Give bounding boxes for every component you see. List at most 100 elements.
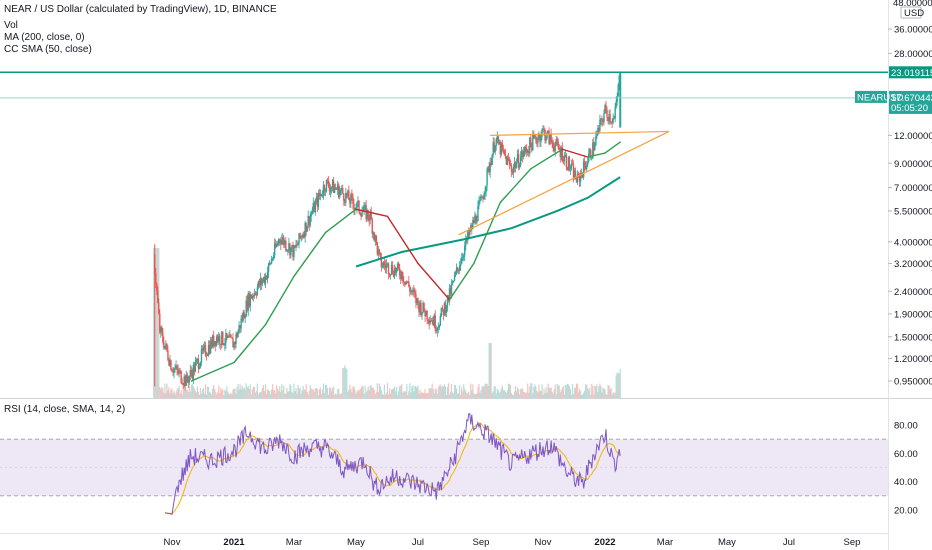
candle-body (206, 354, 209, 356)
candle-body (554, 144, 556, 152)
volume-bar (393, 386, 396, 398)
volume-bar (528, 392, 530, 398)
volume-bar (599, 383, 601, 398)
candle-body (571, 163, 574, 165)
legend-title[interactable]: NEAR / US Dollar (calculated by TradingV… (4, 4, 277, 15)
volume-bar (583, 392, 585, 398)
volume-bar (339, 393, 341, 398)
candle-body (365, 205, 367, 220)
candle-body (514, 162, 517, 169)
volume-bar (403, 391, 405, 398)
volume-bar (595, 386, 597, 398)
volume-bar (223, 394, 225, 398)
volume-bar (238, 389, 240, 398)
candle-body (337, 184, 340, 198)
candle-body (613, 118, 615, 120)
candle-body (580, 173, 583, 174)
legend-ma200[interactable]: MA (200, close, 0) (4, 32, 85, 43)
legend-volume[interactable]: Vol (4, 20, 18, 31)
candle-body (187, 379, 189, 383)
volume-bar (247, 385, 249, 398)
volume-bar (177, 387, 179, 398)
candle-body (229, 334, 231, 338)
triangle-upper-line[interactable] (490, 130, 670, 136)
volume-bar (506, 390, 509, 398)
candle-body (189, 370, 191, 377)
candle-body (364, 205, 366, 207)
price-axis[interactable]: 48.00000000 36.00000000 28.00000000 12.0000… (888, 0, 932, 388)
legend-sma50[interactable]: CC SMA (50, close) (4, 44, 92, 55)
volume-bar (380, 390, 382, 398)
candle-body (262, 277, 265, 281)
candle-body (237, 331, 239, 338)
volume-bar (356, 391, 358, 398)
candle-body (182, 384, 184, 385)
candle-body (496, 136, 498, 140)
candle-body (369, 211, 371, 221)
candle-body (324, 190, 327, 192)
time-axis[interactable]: Nov 2021 Mar May Jul Sep Nov 2022 Mar May Jul Sep (164, 537, 861, 548)
volume-bar (174, 394, 176, 398)
volume-bar (525, 393, 527, 398)
triangle-lower-line[interactable] (458, 130, 670, 236)
volume-bar (214, 389, 216, 398)
currency-badge[interactable] (900, 6, 922, 19)
time-tick-label: Jul (412, 537, 424, 548)
candle-body (336, 184, 339, 190)
candle-body (256, 287, 259, 295)
volume-bar (550, 387, 552, 398)
candle-body (614, 106, 616, 119)
candle-body (221, 331, 223, 346)
candle-body (196, 359, 199, 360)
candle-body (243, 312, 245, 319)
volume-bar (436, 393, 438, 398)
candle-body (397, 263, 400, 269)
legend-rsi[interactable]: RSI (14, close, SMA, 14, 2) (4, 404, 126, 415)
volume-bar (546, 392, 548, 398)
volume-bar (198, 394, 201, 398)
volume-bar (367, 386, 369, 398)
volume-bar (449, 391, 452, 398)
candle-body (184, 376, 186, 386)
volume-bar (608, 385, 610, 398)
volume-bar (359, 389, 361, 398)
volume-bar (602, 388, 604, 398)
volume-bar (508, 383, 511, 398)
candle-body (155, 273, 157, 284)
volume-bar (444, 386, 447, 398)
price-pane[interactable] (0, 0, 888, 398)
candle-body (213, 341, 216, 347)
candle-body (275, 243, 278, 247)
volume-bar (522, 388, 524, 398)
volume-bar (614, 392, 616, 398)
volume-bar (486, 383, 488, 398)
rsi-pane[interactable] (0, 413, 888, 515)
price-tick-label: 4.00000000 (894, 237, 932, 248)
candle-body (167, 350, 169, 360)
volume-bar (268, 391, 271, 398)
rsi-tick-label: 60.00 (894, 449, 918, 460)
candle-body (570, 163, 573, 169)
candle-body (604, 105, 606, 114)
candle-body (423, 302, 425, 312)
volume-bar (590, 394, 592, 398)
candle-body (405, 281, 407, 285)
volume-bar (559, 392, 561, 398)
volume-bar (313, 392, 315, 398)
candle-body (244, 316, 246, 319)
volume-bar (202, 387, 205, 398)
volume-bar (547, 383, 549, 398)
volume-bar (180, 389, 182, 398)
volume-bar (478, 383, 480, 398)
candle-body (438, 325, 441, 328)
candle-body (507, 157, 510, 160)
volume-bar (172, 393, 174, 398)
candle-body (294, 245, 296, 248)
volume-bar (347, 391, 349, 398)
candle-body (416, 298, 418, 304)
volume-bar (418, 393, 420, 398)
rsi-axis[interactable]: 80.00 60.00 40.00 20.00 (894, 421, 918, 517)
volume-bar (551, 391, 553, 398)
candle-body (345, 192, 347, 203)
